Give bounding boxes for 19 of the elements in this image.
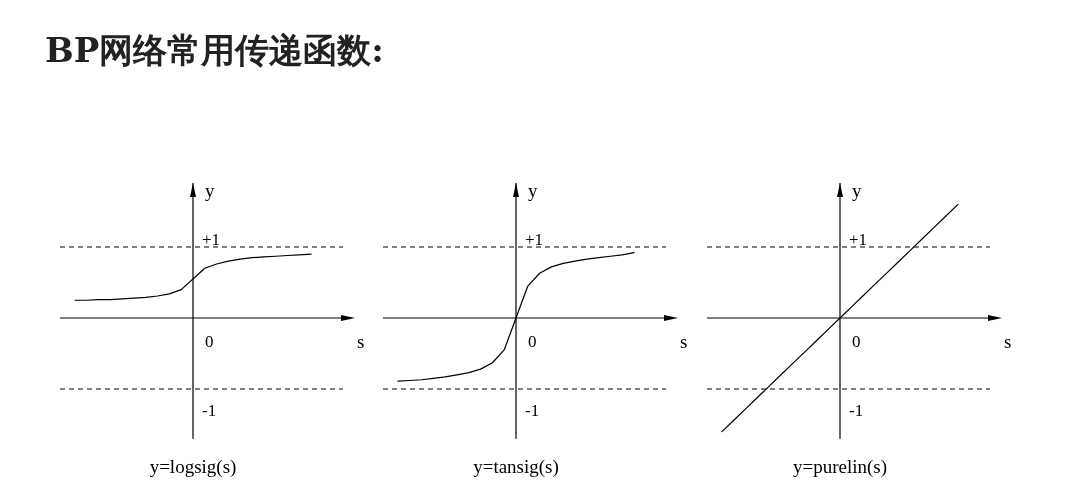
ref-line-label: -1: [202, 401, 217, 420]
ref-line-label: +1: [202, 230, 221, 249]
ref-line-label: -1: [849, 401, 864, 420]
chart-subtitle: BP网络常用传递函数:: [45, 30, 384, 70]
ref-line-label: +1: [525, 230, 544, 249]
text: y=logsig(s): [149, 456, 237, 478]
text: y=tansig(s): [473, 456, 559, 478]
annotation: 0: [852, 332, 861, 351]
ref-line-label: +1: [849, 230, 868, 249]
x-axis-title: s: [680, 331, 688, 352]
y-axis-title: y: [528, 180, 538, 202]
y-axis-title: y: [852, 180, 862, 202]
text: y=purelin(s): [792, 456, 888, 478]
y-axis-title: y: [205, 180, 215, 202]
ref-line-label: -1: [525, 401, 540, 420]
annotation: 0: [205, 332, 214, 351]
annotation: 0: [528, 332, 537, 351]
x-axis-title: s: [1004, 331, 1012, 352]
x-axis-title: s: [357, 331, 365, 352]
